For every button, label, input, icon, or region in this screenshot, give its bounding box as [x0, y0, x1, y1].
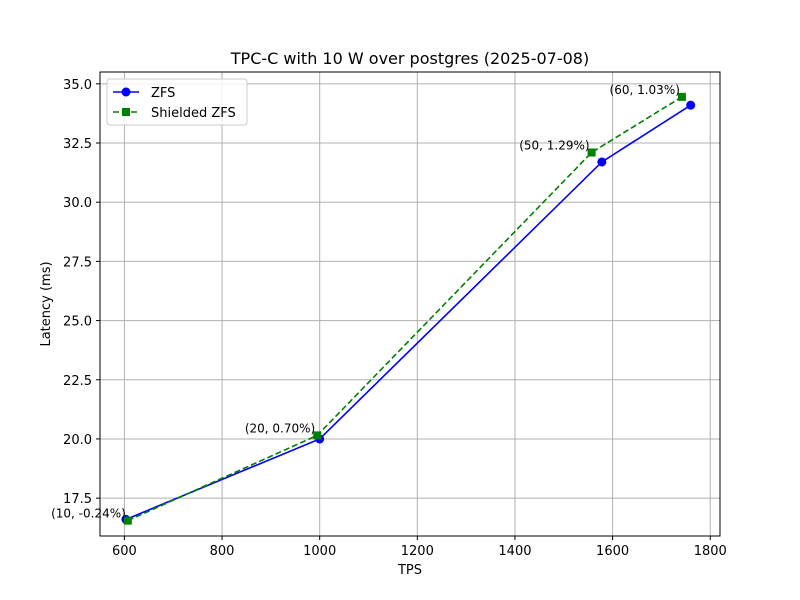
legend: ZFS Shielded ZFS — [106, 78, 248, 126]
series-line-zfs — [125, 104, 692, 521]
point-annotation: (20, 0.70%) — [245, 421, 315, 435]
data-point-shielded-zfs — [123, 516, 132, 525]
data-point-shielded-zfs — [313, 431, 322, 440]
y-tick-label: 35.0 — [63, 78, 92, 93]
legend-marker-shielded-zfs — [122, 108, 130, 116]
legend-label-zfs: ZFS — [151, 86, 175, 101]
legend-box — [106, 78, 248, 126]
data-point-zfs — [597, 157, 607, 167]
point-annotation: (10, -0.24%) — [51, 507, 126, 521]
y-tick-label: 32.5 — [63, 137, 92, 152]
y-tick-label: 20.0 — [63, 433, 92, 448]
legend-marker-zfs — [121, 87, 131, 97]
x-tick-label: 1400 — [498, 544, 531, 559]
data-point-shielded-zfs — [587, 148, 596, 157]
y-axis-ticks: 17.5 20.0 22.5 25.0 27.5 30.0 32.5 35.0 — [63, 78, 100, 507]
y-tick-label: 17.5 — [63, 492, 92, 507]
y-tick-label: 30.0 — [63, 196, 92, 211]
x-tick-label: 1800 — [694, 544, 727, 559]
series-layer — [121, 92, 696, 525]
x-tick-label: 1600 — [596, 544, 629, 559]
series-line-shielded-zfs — [127, 96, 683, 522]
x-tick-label: 1200 — [401, 544, 434, 559]
y-tick-label: 25.0 — [63, 315, 92, 330]
y-axis-label: Latency (ms) — [39, 261, 54, 346]
y-tick-label: 27.5 — [63, 255, 92, 270]
x-axis-label: TPS — [397, 563, 422, 578]
point-annotation: (60, 1.03%) — [610, 83, 680, 97]
grid-lines — [100, 72, 720, 536]
chart-title: TPC-C with 10 W over postgres (2025-07-0… — [230, 49, 589, 68]
y-tick-label: 22.5 — [63, 374, 92, 389]
annotation-layer: (10, -0.24%) (20, 0.70%) (50, 1.29%) (60, 1… — [51, 83, 680, 521]
x-tick-label: 1000 — [303, 544, 336, 559]
x-axis-ticks: 600 800 1000 1200 1400 1600 1800 — [112, 536, 727, 559]
legend-label-shielded-zfs: Shielded ZFS — [151, 106, 236, 121]
x-tick-label: 800 — [210, 544, 235, 559]
data-point-zfs — [686, 100, 696, 110]
point-annotation: (50, 1.29%) — [519, 138, 589, 152]
data-point-shielded-zfs — [677, 92, 686, 101]
plot-frame — [99, 71, 721, 537]
x-tick-label: 600 — [112, 544, 137, 559]
